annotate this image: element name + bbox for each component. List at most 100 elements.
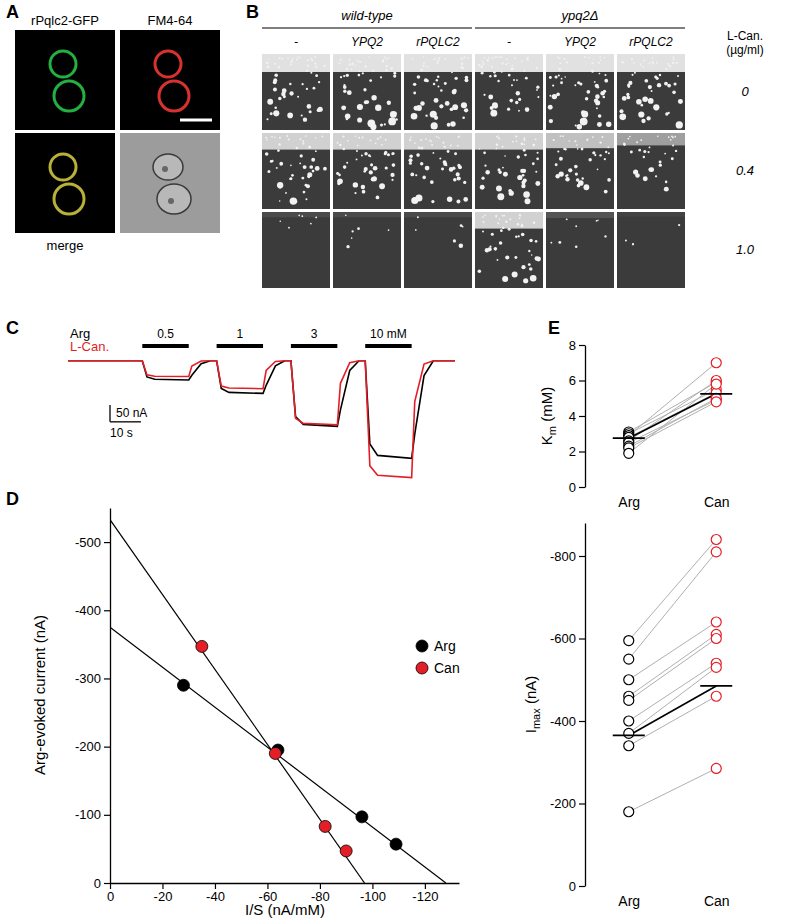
- colony: [431, 122, 438, 129]
- data-point: [390, 838, 402, 850]
- streak: [262, 133, 330, 150]
- traces: [68, 361, 455, 478]
- tick-mark: [579, 638, 585, 639]
- cell-membrane: [54, 184, 84, 214]
- tick-mark: [215, 883, 216, 889]
- colony: [560, 81, 563, 84]
- panel-label: C: [6, 318, 19, 338]
- tick: 0: [569, 480, 585, 495]
- colony: [458, 165, 462, 169]
- tick: 0: [107, 883, 114, 904]
- colony: [558, 68, 561, 71]
- colony: [352, 62, 354, 64]
- tick: -200: [75, 739, 110, 754]
- colony: [516, 135, 518, 137]
- application-bar: [365, 344, 411, 348]
- colony: [515, 235, 518, 238]
- growth-cell: [262, 54, 330, 130]
- cell-outline: [153, 154, 183, 180]
- colony: [266, 62, 268, 64]
- tick: Arg: [618, 494, 640, 510]
- tick: -400: [550, 714, 585, 729]
- colony: [347, 140, 349, 142]
- colony: [498, 137, 500, 139]
- colony: [369, 155, 371, 157]
- colony: [519, 217, 521, 219]
- colony: [340, 76, 342, 78]
- colony: [363, 88, 366, 91]
- colony: [499, 241, 503, 245]
- colony: [266, 118, 268, 120]
- colony: [511, 67, 514, 70]
- colony: [305, 135, 307, 137]
- plate-cell: [404, 54, 472, 130]
- colony: [437, 59, 439, 61]
- growth-cell: [617, 54, 685, 130]
- colony: [514, 57, 516, 59]
- colony: [514, 256, 517, 259]
- colony: [535, 256, 540, 261]
- colony: [315, 56, 317, 58]
- data-point: [711, 547, 721, 557]
- colony: [373, 166, 378, 171]
- colony: [502, 276, 508, 282]
- colony: [485, 170, 490, 175]
- group-rule: [262, 28, 472, 29]
- data-point: [711, 535, 721, 545]
- pair-line: [629, 381, 717, 441]
- colony: [384, 123, 386, 125]
- colony: [533, 222, 535, 224]
- data-point: [711, 358, 721, 368]
- colony: [456, 200, 460, 204]
- colony: [415, 194, 422, 201]
- tick-mark: [579, 803, 585, 804]
- colony: [558, 75, 560, 77]
- colony: [521, 143, 524, 146]
- plate-cell: [475, 54, 543, 130]
- row-title: L-Can.: [727, 29, 763, 43]
- colony: [523, 278, 528, 283]
- legend-label: L-Can.: [70, 339, 109, 354]
- colony: [644, 79, 648, 83]
- colony: [303, 191, 306, 194]
- colony: [425, 138, 427, 140]
- colony: [497, 168, 500, 171]
- colony: [296, 147, 298, 149]
- colony: [358, 137, 360, 139]
- scale-bar: [180, 119, 212, 122]
- colony: [622, 96, 627, 101]
- colony: [279, 162, 283, 166]
- colony: [568, 168, 572, 172]
- colony: [279, 137, 281, 139]
- colony: [512, 272, 518, 278]
- growth-cell: [404, 212, 472, 288]
- colony: [568, 140, 570, 142]
- colony: [652, 63, 654, 65]
- colony: [642, 66, 644, 68]
- colony: [575, 245, 578, 248]
- cell-membrane: [54, 81, 84, 111]
- colony: [349, 63, 351, 65]
- colony: [586, 139, 588, 141]
- colony: [291, 60, 293, 62]
- colony: [536, 67, 538, 69]
- colony: [581, 118, 585, 122]
- colony: [508, 74, 511, 77]
- image-title: rPqlc2-GFP: [31, 13, 99, 28]
- colony: [310, 58, 312, 60]
- colony: [492, 102, 498, 108]
- vacuole: [168, 198, 174, 204]
- colony: [633, 169, 638, 174]
- colony: [461, 63, 463, 65]
- colony: [516, 91, 520, 95]
- colony: [366, 100, 370, 104]
- plot-area: [110, 520, 446, 883]
- colony: [641, 119, 645, 123]
- pair-line: [629, 634, 717, 696]
- colony: [497, 259, 499, 261]
- colony: [343, 148, 346, 151]
- colony: [420, 147, 423, 150]
- panel-b: Bwild-type-YPQ2rPQLC2ypq2Δ-YPQ2rPQLC2L-C…: [246, 2, 764, 288]
- colony: [599, 73, 601, 75]
- colony: [380, 124, 383, 127]
